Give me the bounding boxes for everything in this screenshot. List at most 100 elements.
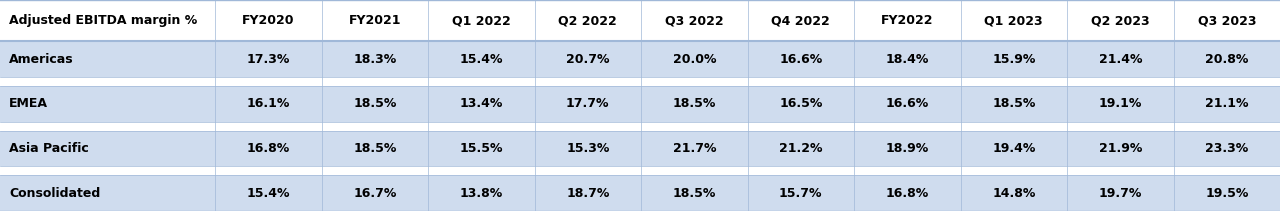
Text: Consolidated: Consolidated bbox=[9, 187, 100, 200]
Text: 18.7%: 18.7% bbox=[566, 187, 609, 200]
Bar bbox=[535, 131, 641, 166]
Bar bbox=[1174, 122, 1280, 131]
Text: 20.0%: 20.0% bbox=[672, 53, 716, 66]
Text: 15.9%: 15.9% bbox=[992, 53, 1036, 66]
Bar bbox=[1068, 175, 1174, 211]
Bar bbox=[0, 131, 215, 166]
Text: Adjusted EBITDA margin %: Adjusted EBITDA margin % bbox=[9, 14, 197, 27]
Text: 21.4%: 21.4% bbox=[1098, 53, 1142, 66]
Bar bbox=[748, 0, 854, 41]
Bar bbox=[215, 131, 321, 166]
Text: 16.6%: 16.6% bbox=[886, 97, 929, 110]
Text: 15.4%: 15.4% bbox=[460, 53, 503, 66]
Text: Q2 2023: Q2 2023 bbox=[1091, 14, 1149, 27]
Bar bbox=[321, 77, 428, 86]
Bar bbox=[321, 131, 428, 166]
Text: FY2021: FY2021 bbox=[348, 14, 401, 27]
Bar bbox=[748, 131, 854, 166]
Text: 16.5%: 16.5% bbox=[780, 97, 823, 110]
Bar bbox=[321, 41, 428, 77]
Bar bbox=[960, 131, 1068, 166]
Text: Q3 2023: Q3 2023 bbox=[1198, 14, 1256, 27]
Text: Asia Pacific: Asia Pacific bbox=[9, 142, 88, 155]
Bar bbox=[960, 86, 1068, 122]
Bar bbox=[535, 166, 641, 175]
Text: EMEA: EMEA bbox=[9, 97, 47, 110]
Text: 15.3%: 15.3% bbox=[566, 142, 609, 155]
Text: 18.4%: 18.4% bbox=[886, 53, 929, 66]
Bar bbox=[215, 0, 321, 41]
Text: Q4 2022: Q4 2022 bbox=[772, 14, 831, 27]
Text: 21.1%: 21.1% bbox=[1204, 97, 1248, 110]
Text: 18.9%: 18.9% bbox=[886, 142, 929, 155]
Bar bbox=[854, 122, 960, 131]
Bar bbox=[535, 86, 641, 122]
Text: 16.1%: 16.1% bbox=[247, 97, 291, 110]
Text: 18.5%: 18.5% bbox=[353, 142, 397, 155]
Text: FY2022: FY2022 bbox=[881, 14, 933, 27]
Text: 21.9%: 21.9% bbox=[1098, 142, 1142, 155]
Text: 16.8%: 16.8% bbox=[886, 187, 929, 200]
Bar bbox=[641, 77, 748, 86]
Bar bbox=[854, 77, 960, 86]
Bar bbox=[854, 0, 960, 41]
Bar bbox=[215, 41, 321, 77]
Bar bbox=[1068, 122, 1174, 131]
Text: 21.2%: 21.2% bbox=[780, 142, 823, 155]
Bar bbox=[535, 122, 641, 131]
Bar bbox=[641, 175, 748, 211]
Text: 18.3%: 18.3% bbox=[353, 53, 397, 66]
Bar bbox=[1174, 175, 1280, 211]
Text: 19.4%: 19.4% bbox=[992, 142, 1036, 155]
Bar bbox=[0, 122, 215, 131]
Bar bbox=[641, 86, 748, 122]
Text: 18.5%: 18.5% bbox=[672, 97, 716, 110]
Bar bbox=[960, 122, 1068, 131]
Text: Q1 2022: Q1 2022 bbox=[452, 14, 511, 27]
Bar bbox=[0, 175, 215, 211]
Bar bbox=[960, 41, 1068, 77]
Bar bbox=[1068, 86, 1174, 122]
Bar bbox=[1174, 77, 1280, 86]
Bar bbox=[321, 0, 428, 41]
Text: 13.4%: 13.4% bbox=[460, 97, 503, 110]
Bar bbox=[0, 0, 215, 41]
Text: 23.3%: 23.3% bbox=[1206, 142, 1248, 155]
Text: Americas: Americas bbox=[9, 53, 73, 66]
Bar bbox=[0, 86, 215, 122]
Text: FY2020: FY2020 bbox=[242, 14, 294, 27]
Bar bbox=[215, 175, 321, 211]
Bar bbox=[0, 166, 215, 175]
Bar bbox=[535, 175, 641, 211]
Bar bbox=[1174, 41, 1280, 77]
Bar bbox=[1068, 0, 1174, 41]
Text: Q2 2022: Q2 2022 bbox=[558, 14, 617, 27]
Bar bbox=[428, 86, 535, 122]
Text: 16.6%: 16.6% bbox=[780, 53, 822, 66]
Bar bbox=[854, 166, 960, 175]
Bar bbox=[428, 41, 535, 77]
Bar bbox=[535, 0, 641, 41]
Bar bbox=[428, 175, 535, 211]
Bar bbox=[641, 122, 748, 131]
Text: 19.7%: 19.7% bbox=[1098, 187, 1142, 200]
Bar bbox=[748, 41, 854, 77]
Bar bbox=[641, 0, 748, 41]
Text: 17.3%: 17.3% bbox=[247, 53, 291, 66]
Text: 18.5%: 18.5% bbox=[992, 97, 1036, 110]
Bar bbox=[428, 77, 535, 86]
Bar bbox=[215, 86, 321, 122]
Bar bbox=[748, 122, 854, 131]
Bar bbox=[641, 166, 748, 175]
Bar bbox=[641, 41, 748, 77]
Bar bbox=[1174, 131, 1280, 166]
Bar bbox=[535, 41, 641, 77]
Text: 20.8%: 20.8% bbox=[1204, 53, 1248, 66]
Bar bbox=[960, 77, 1068, 86]
Bar bbox=[428, 0, 535, 41]
Bar bbox=[1068, 166, 1174, 175]
Text: 19.5%: 19.5% bbox=[1204, 187, 1248, 200]
Bar bbox=[1174, 166, 1280, 175]
Bar bbox=[960, 175, 1068, 211]
Text: 19.1%: 19.1% bbox=[1098, 97, 1142, 110]
